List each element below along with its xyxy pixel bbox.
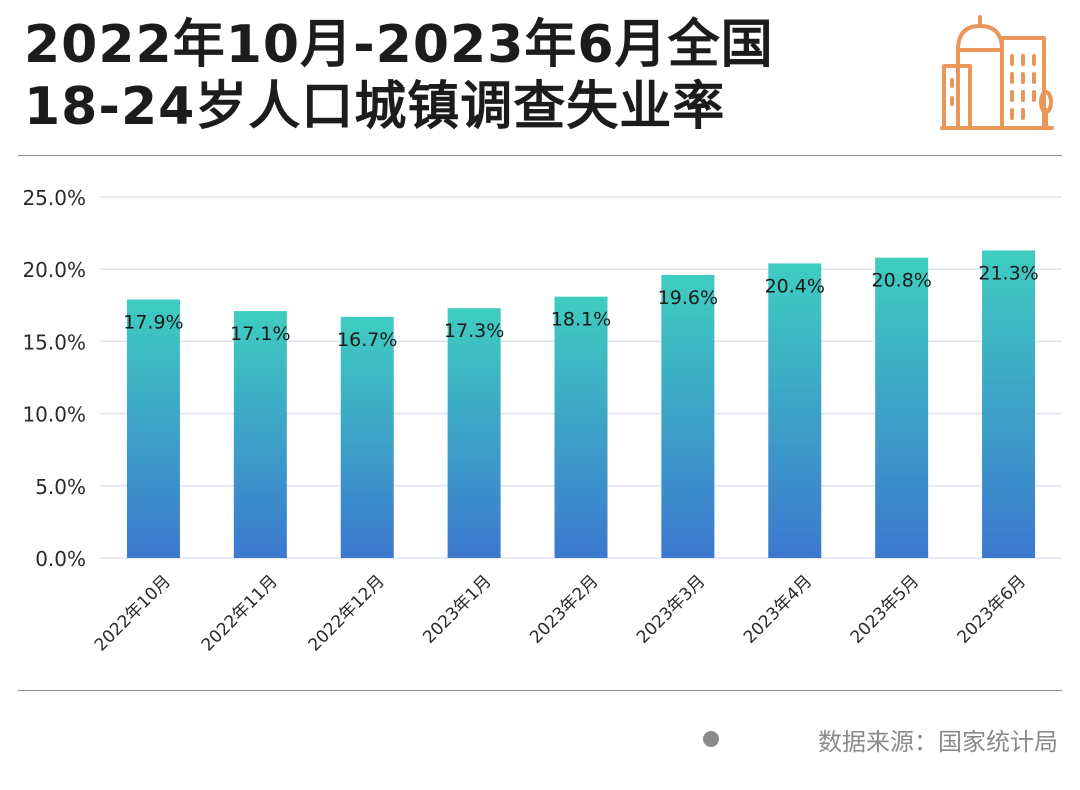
bar-3 <box>340 316 394 558</box>
x-tick-label: 2023年6月 <box>954 571 1030 647</box>
bar-1 <box>126 299 180 558</box>
y-tick-label: 25.0% <box>22 186 86 210</box>
data-label: 19.6% <box>658 287 718 309</box>
data-label: 17.1% <box>230 323 290 345</box>
bar-9 <box>982 250 1036 558</box>
data-label: 21.3% <box>978 262 1038 284</box>
header-divider <box>18 155 1062 156</box>
footer-divider <box>18 690 1062 691</box>
bar-chart: 17.9% 17.1% 16.7% 17.3% 18.1% 19.6% 20.4% 20.8%… <box>22 186 1062 655</box>
bar-6 <box>661 274 715 558</box>
y-tick-label: 20.0% <box>22 258 86 282</box>
x-tick-label: 2023年4月 <box>740 571 816 647</box>
x-tick-label: 2022年12月 <box>305 571 389 655</box>
bar-2 <box>233 311 287 558</box>
x-tick-label: 2023年2月 <box>526 571 602 647</box>
page-title: 2022年10月-2023年6月全国 18-24岁人口城镇调查失业率 <box>24 14 774 138</box>
y-tick-label: 0.0% <box>35 547 86 571</box>
x-tick-label: 2022年11月 <box>198 571 282 655</box>
title-line-1: 2022年10月-2023年6月全国 <box>24 15 774 75</box>
x-tick-label: 2022年10月 <box>91 571 175 655</box>
city-buildings-icon <box>940 15 1054 130</box>
data-label: 20.8% <box>871 270 931 292</box>
bar-7 <box>768 263 822 558</box>
y-tick-label: 10.0% <box>22 403 86 427</box>
x-tick-label: 2023年1月 <box>419 571 495 647</box>
bullet-dot-icon <box>703 731 719 747</box>
data-label: 18.1% <box>551 309 611 331</box>
y-tick-label: 15.0% <box>22 330 86 354</box>
x-tick-label: 2023年3月 <box>633 571 709 647</box>
bar-8 <box>875 257 929 558</box>
bar-5 <box>554 296 608 558</box>
data-label: 16.7% <box>337 329 397 351</box>
title-line-2: 18-24岁人口城镇调查失业率 <box>24 77 726 137</box>
x-tick-label: 2023年5月 <box>847 571 923 647</box>
data-source-text: 数据来源：国家统计局 <box>818 728 1058 756</box>
bar-4 <box>447 308 501 558</box>
data-label: 20.4% <box>765 275 825 297</box>
data-label: 17.9% <box>123 312 183 334</box>
data-label: 17.3% <box>444 320 504 342</box>
y-tick-label: 5.0% <box>35 475 86 499</box>
